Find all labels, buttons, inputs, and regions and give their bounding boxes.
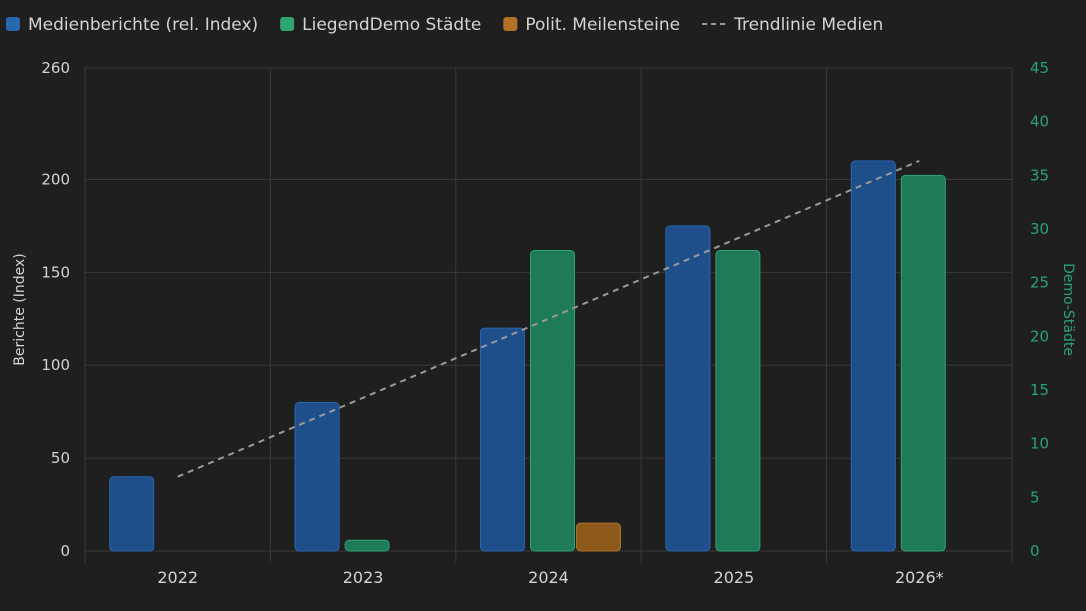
legend-swatch-3 — [503, 17, 518, 31]
trendline-layer — [177, 159, 920, 478]
legend-label: Medienberichte (rel. Index) — [28, 15, 258, 35]
y-left-axis-title: Berichte (Index) — [12, 253, 28, 365]
y-right-tick-label: 20 — [1030, 327, 1049, 345]
legend[interactable]: Medienberichte (rel. Index) LiegendDemo S… — [6, 15, 883, 35]
y-left-tick-label: 50 — [51, 449, 70, 467]
y-left-tick-label: 200 — [41, 170, 70, 188]
bar-3 — [576, 522, 621, 552]
legend-swatch-2 — [280, 17, 295, 31]
bar-1 — [480, 327, 525, 552]
grid — [84, 67, 1013, 563]
bar-1 — [109, 476, 155, 552]
y-right-axis-title: Demo-Städte — [1060, 263, 1076, 356]
x-tick-label: 2023 — [343, 568, 384, 587]
legend-label: Trendlinie Medien — [733, 15, 883, 35]
x-tick-label: 2025 — [714, 568, 755, 587]
y-right-tick-label: 15 — [1030, 381, 1049, 399]
bar-1 — [294, 401, 340, 552]
legend-swatch-1 — [6, 17, 20, 31]
legend-label: LiegendDemo Städte — [302, 15, 481, 35]
bar-2 — [530, 249, 575, 552]
bar-2 — [715, 249, 761, 552]
x-tick-label: 2026* — [895, 568, 944, 587]
bars — [109, 160, 946, 552]
x-tick-label: 2022 — [157, 568, 198, 587]
bar-1 — [665, 225, 711, 552]
bar-1 — [850, 160, 896, 552]
y-right-tick-label: 5 — [1030, 488, 1040, 506]
y-right-tick-label: 35 — [1030, 166, 1049, 184]
trendline — [177, 159, 920, 478]
y-left-tick-label: 150 — [41, 263, 70, 281]
bar-2 — [900, 174, 946, 552]
y-left-tick-label: 100 — [41, 356, 70, 374]
y-right-tick-label: 30 — [1030, 220, 1049, 238]
y-right-tick-label: 10 — [1030, 435, 1049, 453]
y-right-tick-label: 0 — [1030, 542, 1040, 560]
y-right-tick-label: 25 — [1030, 274, 1049, 292]
y-right-tick-label: 45 — [1030, 59, 1049, 77]
y-left-tick-label: 260 — [41, 59, 70, 77]
x-tick-label: 2024 — [528, 568, 569, 587]
y-left-tick-label: 0 — [60, 542, 70, 560]
bar-2 — [344, 539, 390, 552]
legend-label: Polit. Meilensteine — [525, 15, 680, 35]
y-right-tick-label: 40 — [1030, 113, 1049, 131]
